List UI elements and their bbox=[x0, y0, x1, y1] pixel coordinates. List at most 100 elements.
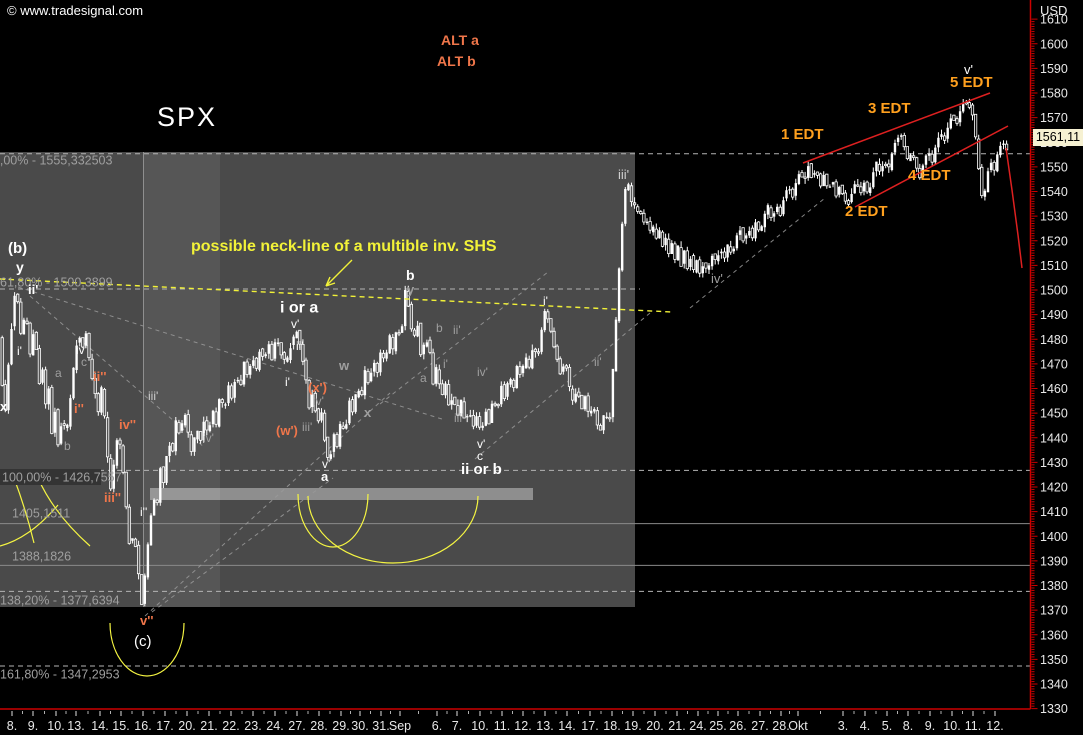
date-tick-label: 27. bbox=[751, 719, 768, 733]
fib-levels-group bbox=[0, 153, 1031, 667]
fib-level-label: 138,20% - 1377,6394 bbox=[0, 594, 120, 608]
date-tick-label: 23. bbox=[244, 719, 261, 733]
price-tick-label: 1540 bbox=[1040, 185, 1068, 199]
alt-a-label: ALT a bbox=[441, 32, 479, 48]
price-tick-label: 1510 bbox=[1040, 259, 1068, 273]
date-tick-label: 14. bbox=[558, 719, 575, 733]
wave-label: iv' bbox=[203, 431, 214, 445]
edt-label: 2 EDT bbox=[845, 203, 888, 220]
date-tick-label: 16. bbox=[134, 719, 151, 733]
price-tick-label: 1530 bbox=[1040, 210, 1068, 224]
wave-label: iv' bbox=[313, 394, 324, 408]
price-tick-label: 1410 bbox=[1040, 505, 1068, 519]
currency-label: USD bbox=[1040, 3, 1068, 18]
fib-level-label: 1388,1826 bbox=[12, 550, 71, 564]
date-tick-label: 18. bbox=[603, 719, 620, 733]
date-tick-label: 5. bbox=[882, 719, 892, 733]
price-tick-label: 1430 bbox=[1040, 456, 1068, 470]
price-tick-label: 1380 bbox=[1040, 579, 1068, 593]
analysis-shade-panel bbox=[0, 152, 635, 607]
wave-label: v' bbox=[477, 437, 485, 451]
date-tick-label: 9. bbox=[28, 719, 38, 733]
wave-label: (x') bbox=[308, 380, 327, 395]
edt-trendline bbox=[802, 92, 991, 164]
wave-label: b bbox=[436, 321, 443, 335]
wave-label: x bbox=[0, 399, 8, 414]
date-tick-label: 12. bbox=[514, 719, 531, 733]
candlesticks-group bbox=[0, 98, 1009, 607]
wave-label: y bbox=[407, 282, 415, 297]
date-tick-label: 29. bbox=[332, 719, 349, 733]
wave-label: c bbox=[477, 449, 483, 463]
date-tick-label: 17. bbox=[156, 719, 173, 733]
wave-label: i' bbox=[543, 294, 548, 308]
price-tick-label: 1330 bbox=[1040, 702, 1068, 716]
cycle-arc bbox=[307, 495, 479, 564]
date-tick-label: 3. bbox=[838, 719, 848, 733]
wave-label: iii' bbox=[148, 389, 158, 403]
tradesignal-watermark: © www.tradesignal.com bbox=[7, 3, 144, 18]
price-tick-label: 1600 bbox=[1040, 37, 1068, 51]
wave-label: x bbox=[364, 405, 372, 420]
analysis-shade-panel bbox=[150, 488, 533, 500]
date-tick-label: 6. bbox=[432, 719, 442, 733]
time-axis[interactable]: 8. 9. 10. 13. 14. 15. 16. 17. 20. 21. 22. 23. 24. 27.… bbox=[7, 711, 1004, 733]
date-tick-label: 15. bbox=[112, 719, 129, 733]
edt-label: 1 EDT bbox=[781, 126, 824, 143]
wave-label: a bbox=[55, 366, 62, 380]
date-tick-label: 20. bbox=[178, 719, 195, 733]
date-tick-label: 13. bbox=[536, 719, 553, 733]
price-tick-label: 1590 bbox=[1040, 62, 1068, 76]
price-tick-label: 1340 bbox=[1040, 678, 1068, 692]
wave-guide-line bbox=[17, 286, 446, 421]
edt-label: 4 EDT bbox=[908, 167, 951, 184]
date-tick-label: 17. bbox=[581, 719, 598, 733]
date-tick-label: 4. bbox=[860, 719, 870, 733]
wave-label: iii' bbox=[618, 167, 629, 182]
date-tick-label: 28. bbox=[772, 719, 789, 733]
date-tick-label: 27. bbox=[288, 719, 305, 733]
date-tick-label: 7. bbox=[452, 719, 462, 733]
alt-b-label: ALT b bbox=[437, 53, 476, 69]
date-tick-label: Sep bbox=[389, 719, 411, 733]
wave-label: iv'' bbox=[119, 417, 136, 432]
neckline-arrow bbox=[325, 259, 353, 287]
wave-label: (w') bbox=[276, 423, 298, 438]
date-tick-label: 8. bbox=[903, 719, 913, 733]
cycle-arc bbox=[0, 504, 59, 547]
wave-label: i'' bbox=[74, 401, 84, 416]
symbol-title: SPX bbox=[157, 102, 218, 132]
price-tick-label: 1470 bbox=[1040, 357, 1068, 371]
projection-decline-line bbox=[1005, 147, 1023, 269]
date-tick-label: 9. bbox=[925, 719, 935, 733]
price-tick-label: 1400 bbox=[1040, 530, 1068, 544]
wave-label: ii' bbox=[453, 323, 461, 337]
wave-label: (b) bbox=[8, 240, 27, 257]
wave-guide-line bbox=[379, 271, 549, 405]
price-tick-label: 1450 bbox=[1040, 407, 1068, 421]
date-tick-label: 24. bbox=[266, 719, 283, 733]
date-tick-label: 10. bbox=[471, 719, 488, 733]
date-tick-label: 25. bbox=[709, 719, 726, 733]
date-tick-label: 31. bbox=[372, 719, 389, 733]
wave-label: b bbox=[64, 439, 71, 453]
cycle-arc bbox=[297, 493, 369, 548]
date-tick-label: 13. bbox=[67, 719, 84, 733]
price-tick-label: 1460 bbox=[1040, 382, 1068, 396]
wave-label: i' bbox=[285, 375, 290, 389]
wave-label: ii or b bbox=[461, 461, 502, 478]
date-tick-label: 24. bbox=[689, 719, 706, 733]
price-tick-label: 1480 bbox=[1040, 333, 1068, 347]
price-tick-label: 1520 bbox=[1040, 234, 1068, 248]
date-tick-label: 21. bbox=[668, 719, 685, 733]
wave-label: i'' bbox=[140, 505, 147, 519]
price-tick-label: 1420 bbox=[1040, 481, 1068, 495]
wave-label: a bbox=[321, 469, 329, 484]
price-tick-label: 1440 bbox=[1040, 431, 1068, 445]
date-tick-label: 14. bbox=[91, 719, 108, 733]
wave-label: iv' bbox=[477, 365, 488, 379]
wave-label: c bbox=[81, 355, 87, 369]
edt-label: 5 EDT bbox=[950, 74, 993, 91]
price-tick-label: 1570 bbox=[1040, 111, 1068, 125]
